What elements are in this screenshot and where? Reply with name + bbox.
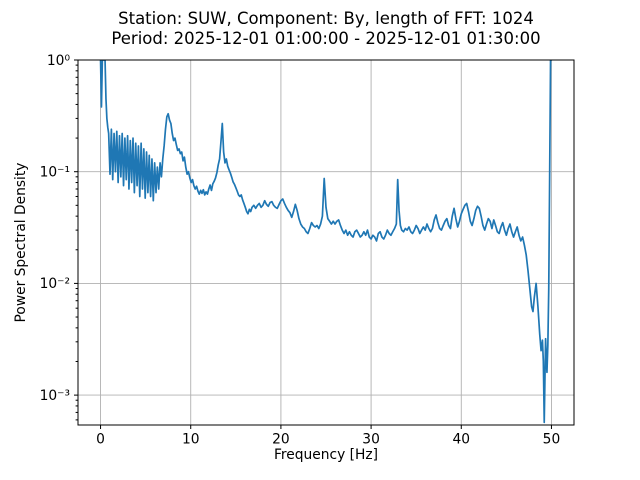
chart-title-line1: Station: SUW, Component: By, length of F… [118, 9, 534, 28]
axis-ticks [74, 59, 552, 429]
x-tick-label: 20 [272, 432, 290, 448]
grid [78, 59, 574, 425]
x-tick-label: 0 [96, 432, 105, 448]
y-axis-label: Power Spectral Density [13, 162, 29, 323]
x-tick-label: 30 [362, 432, 380, 448]
y-tick-label: 10⁻¹ [40, 165, 70, 181]
y-tick-label: 10⁻² [40, 276, 70, 292]
x-tick-label: 40 [452, 432, 470, 448]
x-tick-label: 50 [543, 432, 561, 448]
x-axis-label: Frequency [Hz] [273, 447, 379, 463]
psd-line [99, 60, 553, 424]
axes-border [77, 59, 575, 426]
y-tick-label: 10⁰ [47, 53, 71, 69]
x-tick-label: 10 [182, 432, 200, 448]
chart-title: Station: SUW, Component: By, length of F… [78, 9, 574, 48]
y-tick-label: 10⁻³ [40, 388, 70, 404]
tick-labels: 0 10 20 30 40 50 10⁰ 10⁻¹ 10⁻² 10⁻³ [40, 53, 561, 448]
chart-title-line2: Period: 2025-12-01 01:00:00 - 2025-12-01… [111, 28, 541, 48]
